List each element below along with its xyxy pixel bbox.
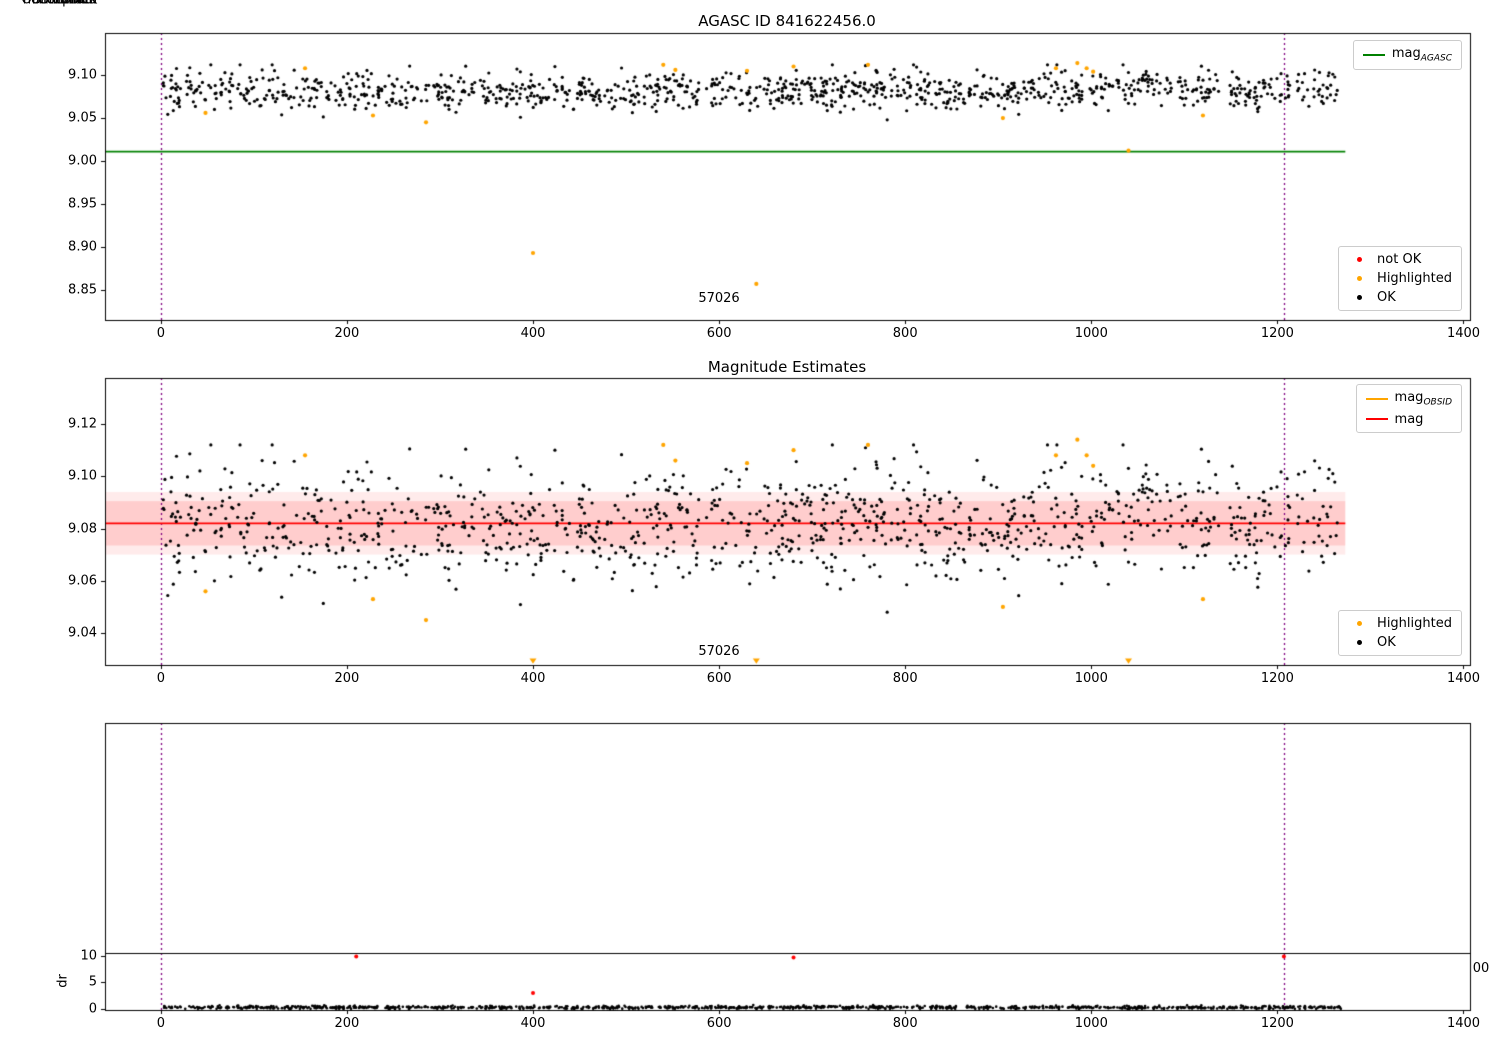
clipped-tick-label: 00 (1472, 961, 1490, 976)
legend-dot-swatch (1348, 621, 1370, 626)
legend-dot (1356, 276, 1362, 281)
x-tick-label: 1000 (1074, 1016, 1108, 1031)
legend-point-types-top: not OK Highlighted OK (1338, 246, 1462, 311)
legend-dot (1356, 640, 1362, 645)
x-tick-label: 1200 (1260, 326, 1294, 341)
x-tick-label: 800 (892, 326, 918, 341)
obsid-annotation-middle: 57026 (698, 644, 740, 659)
flag-category-label: Ion. rad. (43, 0, 97, 8)
x-tick-label: 0 (156, 326, 165, 341)
legend-entry: OK (1348, 290, 1452, 305)
legend-entry: mag (1365, 411, 1452, 427)
x-tick-label: 1400 (1446, 326, 1481, 341)
y-tick-label: 9.05 (68, 110, 97, 126)
x-tick-label: 200 (334, 1016, 360, 1031)
flag-category-label: not track (38, 0, 97, 8)
x-tick-label: 1400 (1446, 1016, 1481, 1031)
legend-entry: magOBSID (1365, 390, 1452, 408)
x-tick-label: 400 (520, 1016, 546, 1031)
x-tick-label: 600 (706, 671, 732, 686)
x-tick-label: 1400 (1446, 671, 1481, 686)
y-tick-label: 9.10 (68, 67, 97, 83)
x-tick-label: 1000 (1074, 671, 1108, 686)
x-tick-label: 800 (892, 671, 918, 686)
x-tick-label: 1200 (1260, 1016, 1294, 1031)
dr-tick-label: 5 (88, 974, 97, 990)
legend-dot-swatch (1348, 276, 1370, 281)
y-tick-label: 9.12 (68, 416, 97, 432)
legend-line-swatch (1365, 418, 1388, 421)
legend-label: OK (1377, 635, 1396, 650)
x-tick-label: 0 (156, 1016, 165, 1031)
legend-mag-agasc: magAGASC (1352, 40, 1462, 70)
top-chart-title: AGASC ID 841622456.0 (698, 12, 876, 30)
y-tick-label: 8.85 (68, 282, 97, 298)
y-tick-label: 9.08 (68, 521, 97, 537)
legend-dot (1356, 295, 1362, 300)
y-tick-label: 9.04 (68, 625, 97, 641)
legend-label: Highlighted (1377, 616, 1452, 631)
x-tick-label: 200 (334, 326, 360, 341)
legend-label: Highlighted (1377, 271, 1452, 286)
obsid-annotation-top: 57026 (698, 291, 740, 306)
legend-line-swatch (1362, 53, 1385, 56)
legend-entry: OK (1348, 635, 1452, 650)
legend-line-swatch (1365, 397, 1388, 400)
x-tick-label: 400 (520, 671, 546, 686)
legend-label: magOBSID (1394, 390, 1452, 408)
legend-dot (1356, 257, 1362, 262)
x-tick-label: 600 (706, 326, 732, 341)
legend-label: not OK (1377, 252, 1422, 267)
x-tick-label: 400 (520, 326, 546, 341)
legend-dot (1356, 621, 1362, 626)
legend-entry: Highlighted (1348, 616, 1452, 631)
legend-label: magAGASC (1391, 46, 1452, 64)
x-tick-label: 200 (334, 671, 360, 686)
dr-tick-label: 10 (80, 948, 97, 964)
x-tick-label: 1000 (1074, 326, 1108, 341)
y-tick-label: 8.90 (68, 239, 97, 255)
legend-entry: Highlighted (1348, 271, 1452, 286)
legend-entry: not OK (1348, 252, 1452, 267)
dr-tick-label: 0 (88, 1001, 97, 1017)
x-tick-label: 0 (156, 671, 165, 686)
legend-dot-swatch (1348, 257, 1370, 262)
dr-axis-label: dr (55, 974, 71, 988)
x-tick-label: 1200 (1260, 671, 1294, 686)
legend-dot-swatch (1348, 640, 1370, 645)
y-tick-label: 9.06 (68, 573, 97, 589)
y-tick-label: 9.10 (68, 468, 97, 484)
legend-mag-lines: magOBSID mag (1355, 384, 1462, 433)
x-tick-label: 800 (892, 1016, 918, 1031)
flag-category-label: OBS not OK (21, 0, 98, 8)
flag-category-label: Sat. pixel. (32, 0, 97, 8)
legend-label: mag (1394, 411, 1424, 427)
legend-label: OK (1377, 290, 1396, 305)
legend-dot-swatch (1348, 295, 1370, 300)
flag-category-label: not Kalman (22, 0, 97, 8)
legend-point-types-middle: Highlighted OK (1338, 610, 1462, 656)
middle-chart-title: Magnitude Estimates (707, 358, 867, 376)
flag-category-label: dr > 5 (55, 0, 97, 8)
y-tick-label: 8.95 (68, 196, 97, 212)
y-tick-label: 9.00 (68, 153, 97, 169)
x-tick-label: 600 (706, 1016, 732, 1031)
legend-entry: magAGASC (1362, 46, 1452, 64)
